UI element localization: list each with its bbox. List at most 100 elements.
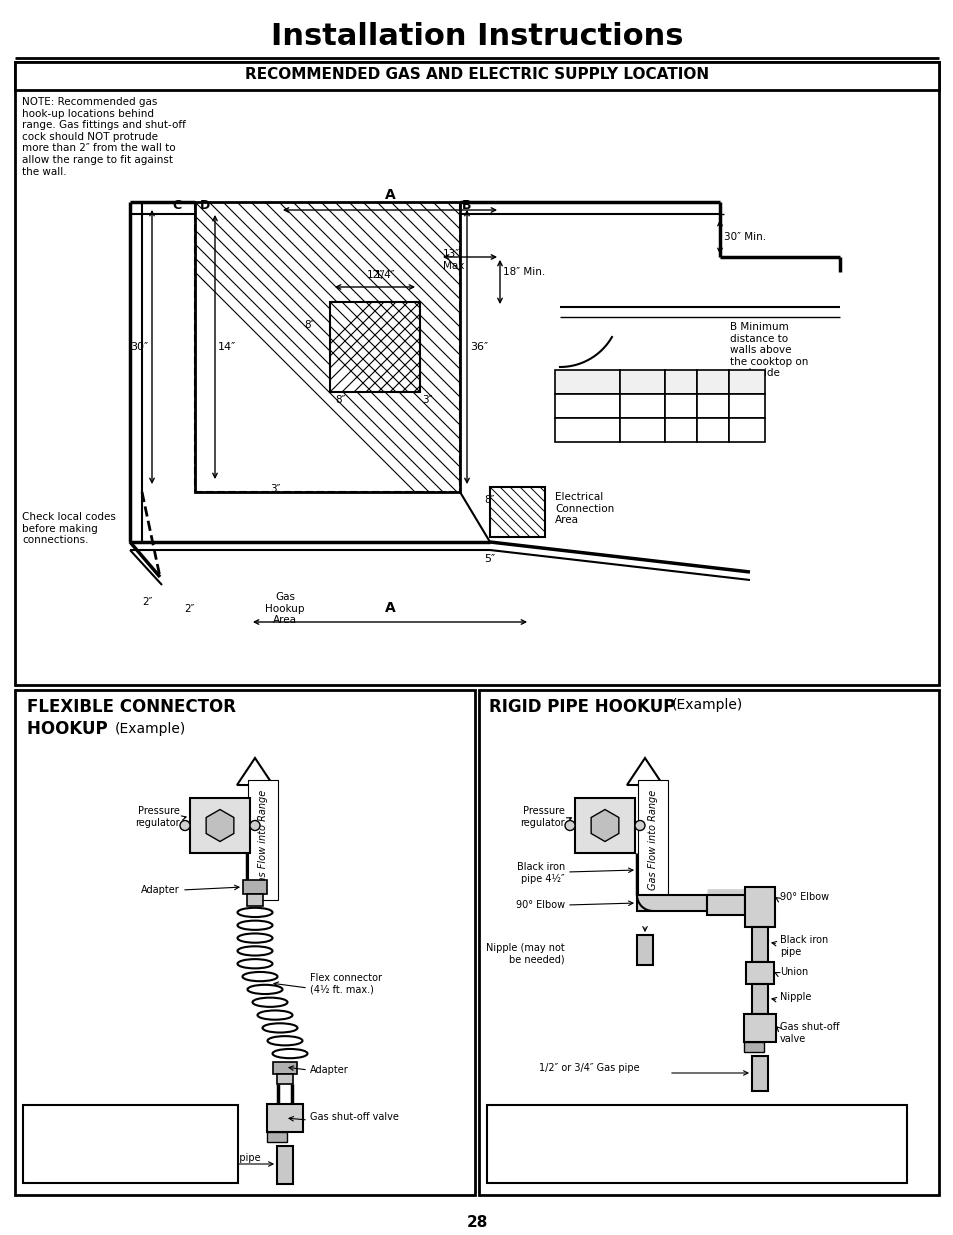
Text: A: A [384,188,395,203]
Bar [273,1062,296,1074]
Text: (Example): (Example) [671,698,742,713]
Polygon shape [591,809,618,841]
Text: D: D [200,199,210,212]
Text: 3″: 3″ [707,422,718,432]
Bar [555,370,619,394]
Bar [706,895,744,915]
Text: C: C [172,199,182,212]
Bar [23,1105,237,1183]
Text: Gas shut-off
valve: Gas shut-off valve [780,1023,839,1044]
Text: 5″: 5″ [484,555,495,564]
Text: Nipple (may not
be needed): Nipple (may not be needed) [486,944,564,965]
Polygon shape [626,758,662,785]
Text: Pressure
regulator: Pressure regulator [135,806,180,827]
Bar [267,1104,303,1132]
Bar [276,1146,293,1184]
Text: 2″: 2″ [675,398,685,408]
Text: Gas shut-off valve: Gas shut-off valve [310,1112,398,1123]
Text: 90° Elbow: 90° Elbow [516,900,564,910]
Polygon shape [236,758,273,785]
Bar [15,62,938,685]
Bar [751,1056,767,1091]
Text: Flex connector
(4½ ft. max.): Flex connector (4½ ft. max.) [310,973,381,994]
Bar [619,370,664,394]
Text: Gas
Hookup
Area: Gas Hookup Area [265,592,304,625]
Text: B: B [461,199,471,212]
Bar [664,417,697,442]
Bar [490,487,544,537]
Bar [664,370,697,394]
Text: 8″: 8″ [335,395,345,405]
Bar [555,417,619,442]
Text: A: A [638,374,646,384]
Text: 8″: 8″ [484,495,495,505]
Text: 12″: 12″ [366,270,383,280]
Text: Models: Models [566,374,608,384]
Bar [697,394,728,417]
Text: Adapter: Adapter [310,1065,349,1074]
Text: 1/2″ or 3/4″ Gas pipe: 1/2″ or 3/4″ Gas pipe [160,1153,260,1163]
Text: 2″: 2″ [675,422,685,432]
Text: 28: 28 [466,1215,487,1230]
Polygon shape [206,809,233,841]
Bar [751,927,767,962]
Bar [637,895,706,911]
Text: B: B [677,374,684,384]
Circle shape [180,820,190,830]
Text: NOTE: Recommended gas
hook-up locations behind
range. Gas fittings and shut-off
: NOTE: Recommended gas hook-up locations … [22,98,186,177]
Bar [243,881,267,894]
Text: 3″: 3″ [421,395,432,405]
Bar [575,798,635,853]
Text: C: C [708,374,716,384]
Text: Black iron
pipe 4½″: Black iron pipe 4½″ [517,862,564,884]
Text: 14″: 14″ [218,342,236,352]
Bar [247,894,263,906]
Text: Installer: Inform the consumer of the
location of the gas shut-off valve.: Installer: Inform the consumer of the lo… [494,1113,740,1141]
Text: 3″: 3″ [270,484,280,494]
Text: FLEXIBLE CONNECTOR: FLEXIBLE CONNECTOR [27,698,235,716]
Text: RIGID PIPE HOOKUP: RIGID PIPE HOOKUP [489,698,680,716]
Circle shape [635,820,644,830]
Text: 24⅛″: 24⅛″ [628,422,656,432]
Text: Gas Flow into Range: Gas Flow into Range [257,790,268,890]
Bar [728,394,764,417]
Text: Pressure
regulator: Pressure regulator [519,806,564,827]
Circle shape [250,820,260,830]
Bar [743,1042,763,1052]
Text: 5½″: 5½″ [736,422,757,432]
Bar [745,962,773,984]
Bar [478,690,938,1195]
Text: 20″ Wide: 20″ Wide [564,398,610,408]
Text: Electrical
Connection
Area: Electrical Connection Area [555,492,614,525]
Text: A: A [384,601,395,615]
Bar [664,394,697,417]
Text: RECOMMENDED GAS AND ELECTRIC SUPPLY LOCATION: RECOMMENDED GAS AND ELECTRIC SUPPLY LOCA… [245,67,708,82]
Text: 1/2″ or 3/4″ Gas pipe: 1/2″ or 3/4″ Gas pipe [538,1063,639,1073]
Text: 30″: 30″ [130,342,148,352]
Circle shape [564,820,575,830]
Bar [194,203,459,492]
Text: 20⅛″: 20⅛″ [628,398,656,408]
Text: 13″
Max: 13″ Max [442,249,464,270]
Bar [751,984,767,1014]
Text: Gas Flow into Range: Gas Flow into Range [647,790,658,890]
Bar [15,690,475,1195]
Bar [15,62,938,90]
Text: D: D [741,374,751,384]
Bar [728,417,764,442]
Bar [486,1105,906,1183]
Text: 1/4″: 1/4″ [374,270,395,280]
Bar [697,417,728,442]
Bar [637,935,652,965]
Text: Nipple: Nipple [780,992,810,1002]
Text: Adapter: Adapter [141,885,180,895]
Bar [743,1014,775,1042]
Text: 36″: 36″ [470,342,488,352]
Text: Check local codes
before making
connections.: Check local codes before making connecti… [22,513,115,545]
Bar [619,394,664,417]
Bar [276,1074,293,1084]
Text: Union: Union [780,967,807,977]
Text: 2″: 2″ [143,597,153,606]
Bar [555,394,619,417]
Bar [190,798,250,853]
